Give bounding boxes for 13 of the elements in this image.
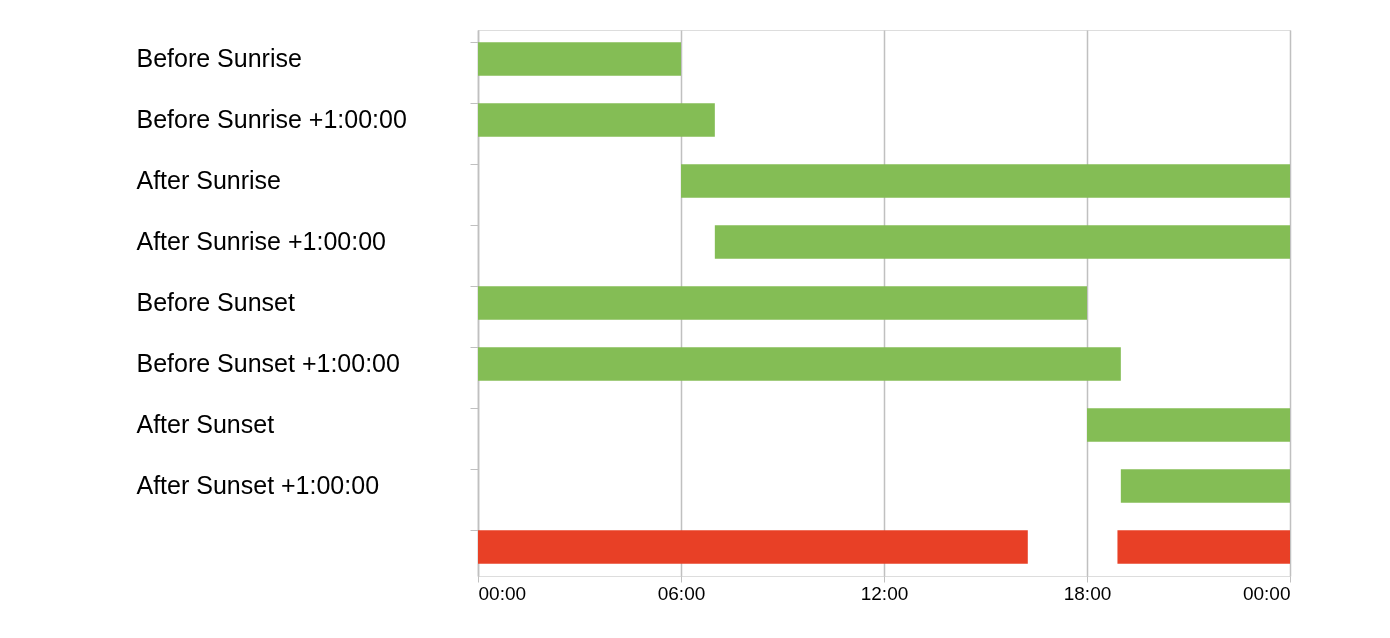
- x-tick-label: 18:00: [1063, 582, 1112, 604]
- y-tick-label: After Sunrise +1:00:00: [136, 226, 386, 255]
- x-tick-label: 00:00: [478, 582, 527, 604]
- y-tick-label: Before Sunset: [136, 288, 295, 316]
- x-tick-label: 06:00: [657, 582, 706, 604]
- y-tick-label: Before Sunrise +1:00:00: [136, 104, 407, 133]
- y-tick-label: Before Sunset +1:00:00: [136, 349, 400, 378]
- y-tick-label: Before Sunrise: [136, 43, 302, 72]
- x-tick-label: 12:00: [860, 582, 909, 604]
- x-tick-label: 00:00: [1242, 582, 1291, 604]
- y-tick-label: After Sunset: [136, 410, 275, 439]
- y-tick-label: After Sunset +1:00:00: [136, 471, 380, 500]
- y-tick-label: After Sunrise: [136, 165, 282, 194]
